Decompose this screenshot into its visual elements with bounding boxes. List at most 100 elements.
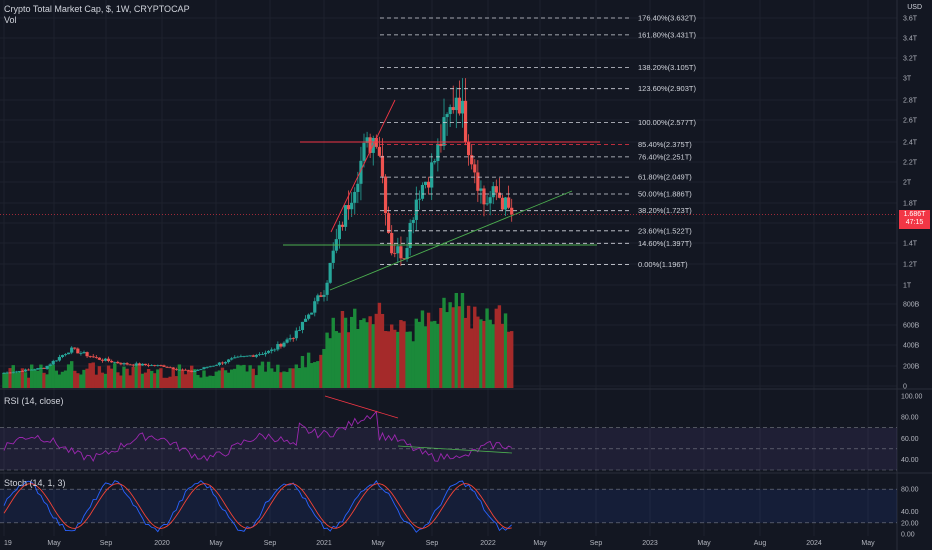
volume-bar xyxy=(82,369,86,388)
candle-body xyxy=(451,107,455,111)
volume-bar xyxy=(165,377,169,388)
price-tick-label: 800B xyxy=(903,302,920,309)
volume-bar xyxy=(399,320,403,388)
candle-body xyxy=(48,364,52,366)
candle-body xyxy=(380,155,385,177)
volume-bar xyxy=(29,364,34,388)
price-tick-label: 400B xyxy=(903,343,920,350)
time-tick-label: 2020 xyxy=(154,540,170,547)
candle-body xyxy=(214,364,218,366)
volume-bar xyxy=(202,370,206,388)
volume-bar xyxy=(125,368,129,388)
time-tick-label: May xyxy=(371,540,385,547)
candle-body xyxy=(294,330,298,339)
price-tick-label: 3.6T xyxy=(903,16,918,23)
volume-bar xyxy=(63,370,68,388)
volume-bar xyxy=(291,368,295,388)
candle-body xyxy=(331,250,335,263)
volume-bar xyxy=(33,368,37,388)
volume-bar xyxy=(220,367,225,388)
time-tick-label: 19 xyxy=(4,540,12,547)
candle-body xyxy=(482,188,486,205)
fib-level-label: 176.40%(3.632T) xyxy=(638,14,696,23)
candle-body xyxy=(310,312,314,315)
time-tick-label: May xyxy=(47,540,61,547)
price-tick-label: 1.4T xyxy=(903,241,918,248)
volume-bar xyxy=(479,319,483,388)
time-tick-label: May xyxy=(861,540,875,547)
volume-bar xyxy=(211,375,215,388)
candle-body xyxy=(33,369,37,371)
fib-level-label: 50.00%(1.886T) xyxy=(638,189,692,198)
stoch-tick-label: 40.00 xyxy=(901,509,919,516)
candle-body xyxy=(30,369,34,371)
stoch-d-line xyxy=(3,483,512,529)
volume-legend[interactable]: Vol xyxy=(4,15,17,25)
candle-body xyxy=(236,356,240,358)
volume-bar xyxy=(368,316,372,388)
volume-bar xyxy=(445,312,449,388)
volume-bar xyxy=(66,364,71,388)
candle-body xyxy=(396,246,400,254)
candle-body xyxy=(414,199,418,220)
volume-bar xyxy=(193,369,197,388)
candle-body xyxy=(470,155,474,165)
candle-body xyxy=(267,350,271,353)
volume-bar xyxy=(300,355,305,388)
candle-body xyxy=(147,365,151,366)
candle-body xyxy=(282,342,286,347)
price-axis[interactable]: 3.6T3.4T3.2T3T2.8T2.6T2.4T2.2T2T1.8T1.6T… xyxy=(901,16,923,539)
stoch-k-line xyxy=(3,479,513,533)
candle-body xyxy=(463,100,468,142)
candle-body xyxy=(165,366,169,368)
volume-bar xyxy=(208,375,212,388)
candle-body xyxy=(322,294,326,297)
volume-bar xyxy=(113,363,117,388)
volume-bar xyxy=(88,363,92,388)
time-axis[interactable]: 19 May Sep 2020 May Sep 2021 May Sep 2022 May Sep 20… xyxy=(4,540,875,547)
volume-bar xyxy=(94,374,99,388)
candle-body xyxy=(436,143,440,161)
volume-bar xyxy=(365,322,369,388)
stoch-band xyxy=(0,489,897,523)
rsi-legend[interactable]: RSI (14, close) xyxy=(4,396,64,406)
resistance-trendline xyxy=(330,99,396,233)
symbol-legend[interactable]: Crypto Total Market Cap, $, 1W, CRYPTOCA… xyxy=(4,4,190,14)
stoch-legend[interactable]: Stoch (14, 1, 3) xyxy=(4,478,66,488)
time-tick-label: May xyxy=(533,540,547,547)
volume-bar xyxy=(103,373,108,388)
volume-bar xyxy=(269,368,274,388)
volume-bar xyxy=(334,331,339,388)
candle-body xyxy=(119,363,123,365)
rsi-panel xyxy=(0,395,897,471)
candle-body xyxy=(390,232,394,254)
volume-bar xyxy=(149,370,154,388)
price-tick-label: 1.8T xyxy=(903,201,918,208)
candle-body xyxy=(42,368,46,369)
candle-body xyxy=(174,368,178,370)
fib-level-label: 100.00%(2.577T) xyxy=(638,118,696,127)
volume-bar xyxy=(174,376,179,388)
candle-body xyxy=(285,339,289,343)
volume-bar xyxy=(2,372,6,388)
candle-body xyxy=(85,352,89,357)
candle-body xyxy=(445,114,449,118)
fib-level-label: 123.60%(2.903T) xyxy=(638,84,696,93)
volume-bar xyxy=(282,371,286,388)
volume-bar xyxy=(57,374,62,388)
candle-body xyxy=(356,183,360,192)
volume-bar xyxy=(433,320,437,388)
candle-body xyxy=(103,358,108,361)
candle-body xyxy=(67,352,71,355)
candle-body xyxy=(168,367,172,369)
candle-body xyxy=(276,344,280,350)
candle-body xyxy=(54,360,58,362)
volume-bar xyxy=(8,368,12,388)
candle-body xyxy=(180,369,185,371)
volume-bar xyxy=(497,305,502,388)
volume-bar xyxy=(362,318,366,388)
candle-body xyxy=(100,359,105,361)
candle-body xyxy=(347,205,351,210)
candle-body xyxy=(408,222,412,249)
